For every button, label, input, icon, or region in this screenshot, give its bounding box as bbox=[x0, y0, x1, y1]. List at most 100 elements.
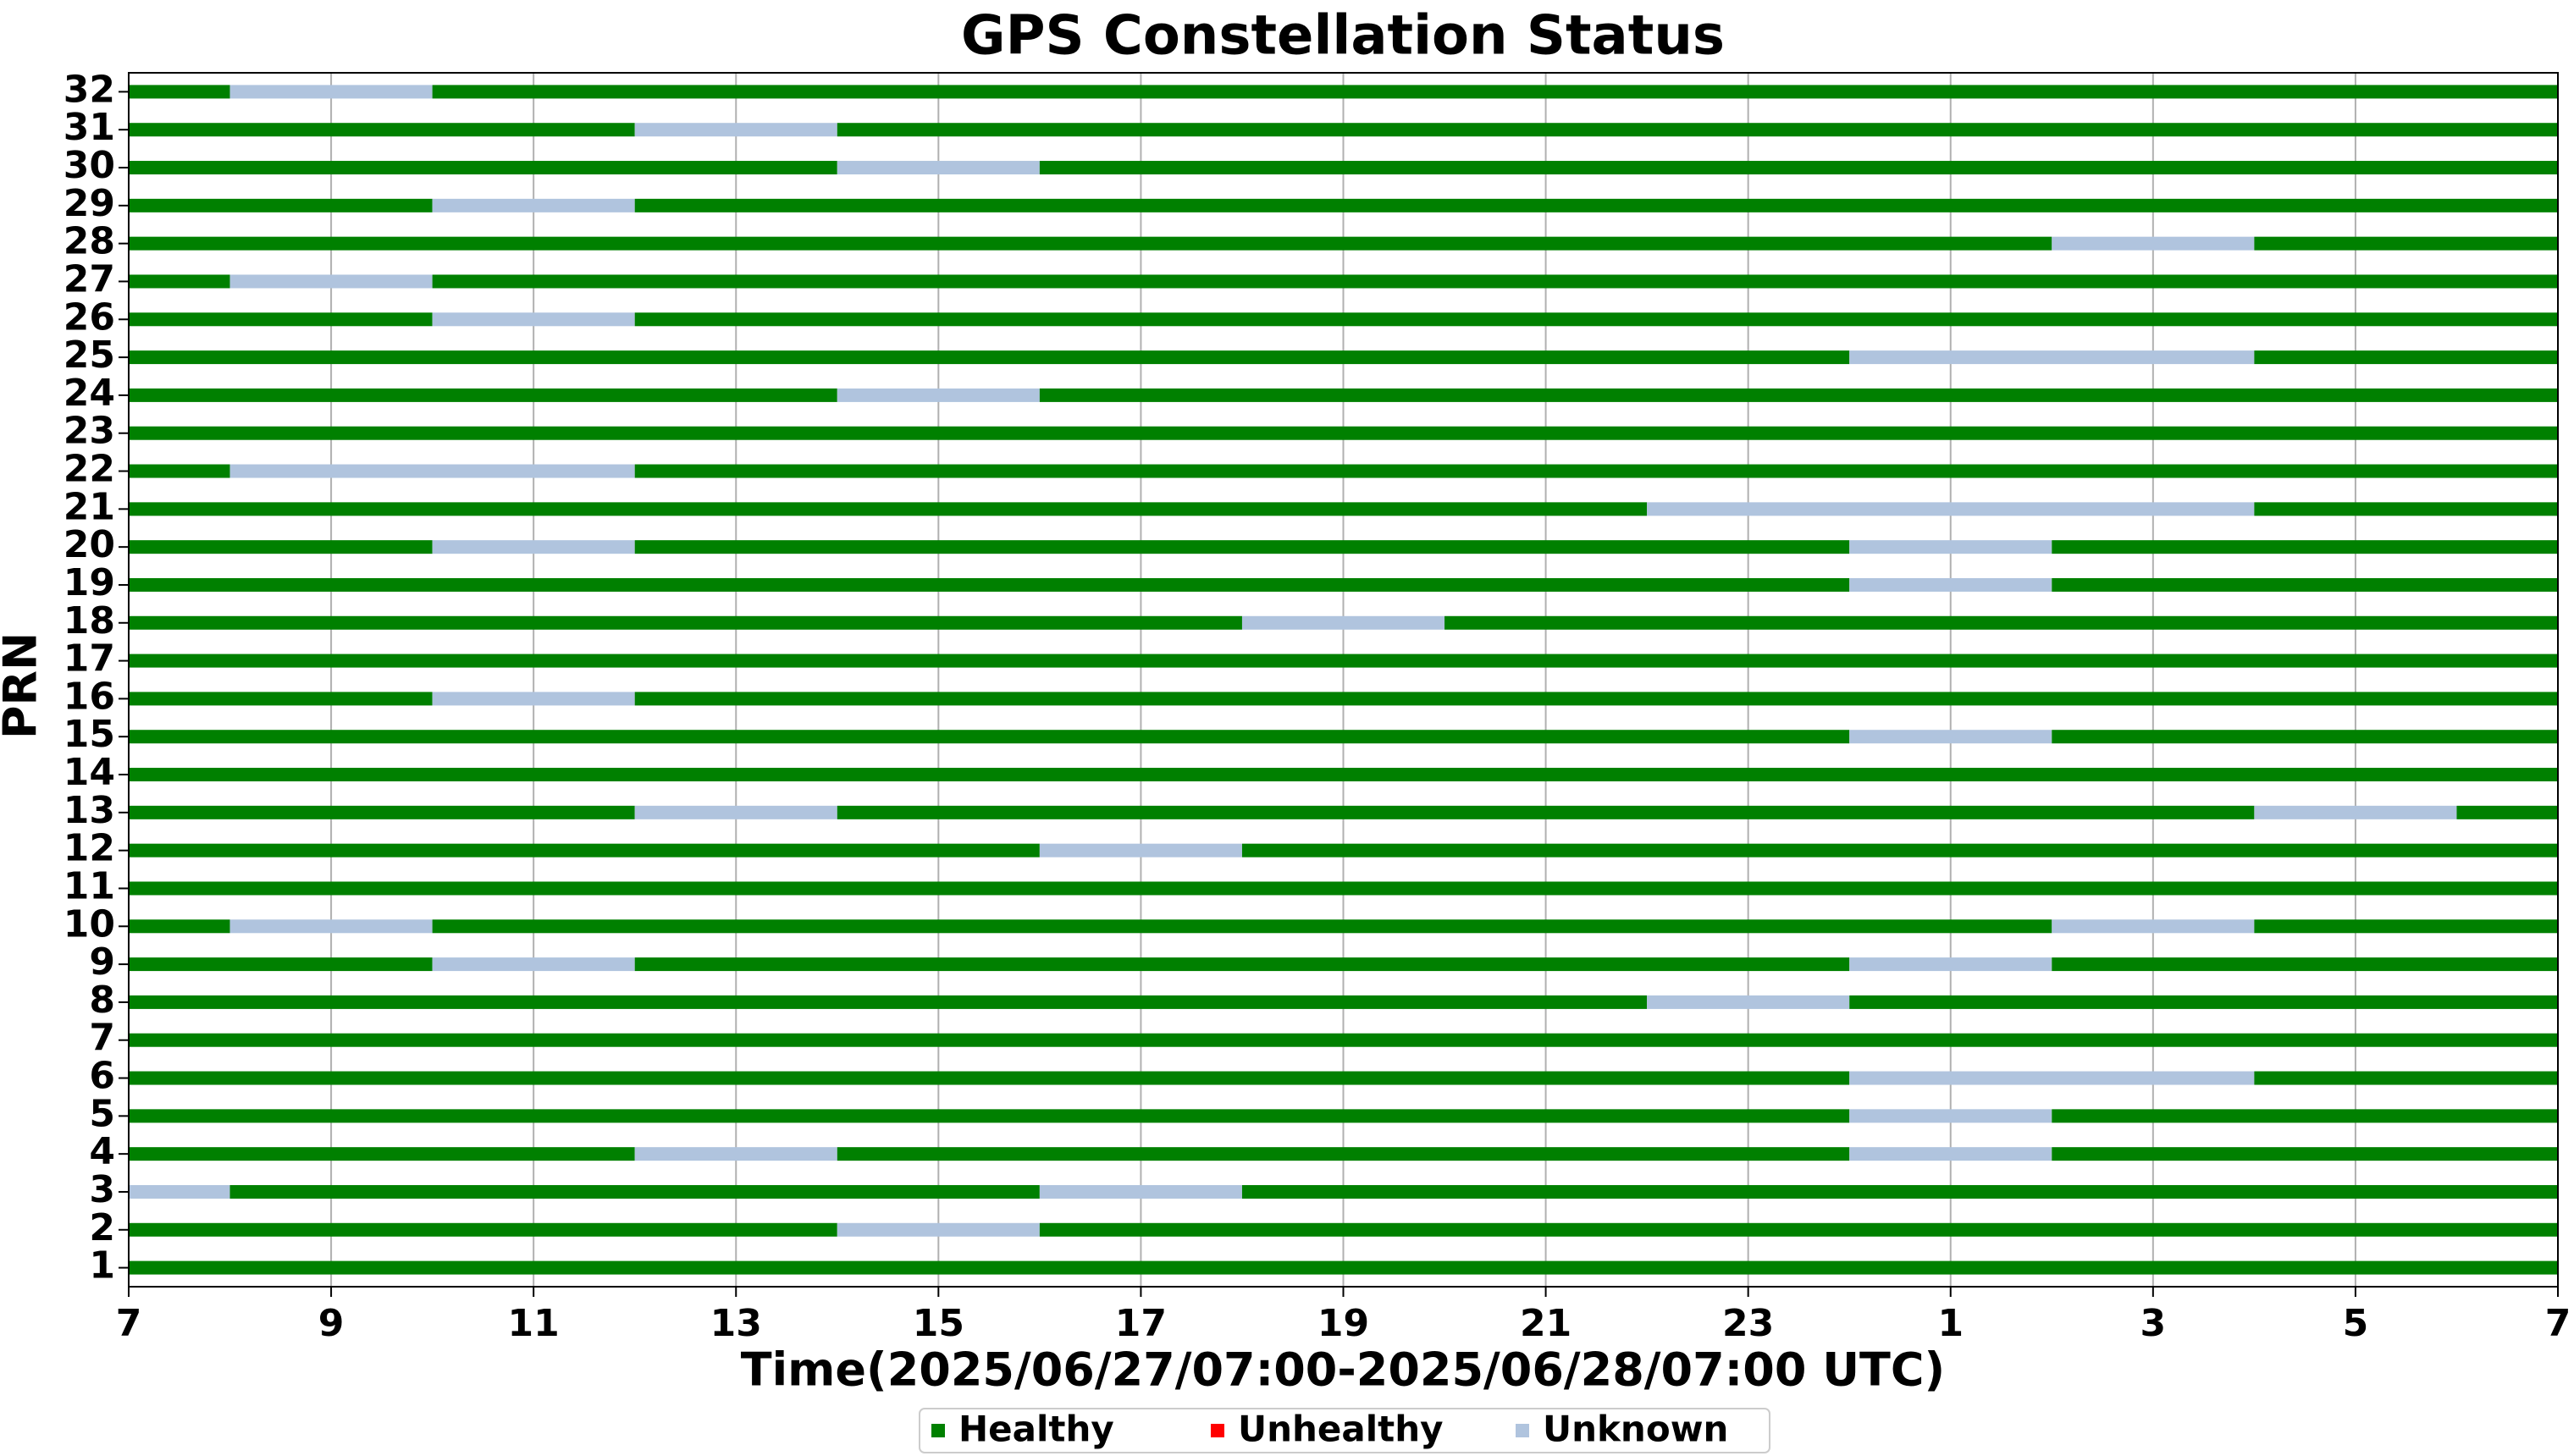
status-segment bbox=[129, 161, 837, 175]
status-segment bbox=[129, 843, 1040, 858]
plot-frame bbox=[128, 72, 2559, 1288]
status-segment bbox=[1849, 995, 2558, 1009]
y-tick-label: 4 bbox=[89, 1130, 115, 1173]
status-segment bbox=[1849, 540, 2052, 554]
x-tick-label: 11 bbox=[508, 1302, 560, 1345]
status-segment bbox=[129, 274, 230, 289]
status-segment bbox=[129, 577, 1850, 592]
status-segment bbox=[2456, 805, 2558, 819]
status-segment bbox=[2052, 540, 2558, 554]
y-tick-label: 23 bbox=[64, 410, 115, 453]
y-tick-label: 29 bbox=[64, 182, 115, 225]
y-tick-label: 1 bbox=[89, 1244, 115, 1288]
y-tick-label: 8 bbox=[89, 979, 115, 1022]
legend-label: Unhealthy bbox=[1238, 1409, 1443, 1450]
x-tick-label: 9 bbox=[318, 1302, 345, 1345]
status-segment bbox=[1849, 577, 2052, 592]
status-segment bbox=[129, 85, 230, 99]
status-segment bbox=[2254, 350, 2558, 365]
status-segment bbox=[1647, 995, 1850, 1009]
status-segment bbox=[129, 502, 1648, 516]
status-segment bbox=[1241, 615, 1445, 630]
y-tick-label: 28 bbox=[64, 220, 115, 263]
status-segment bbox=[129, 1109, 1850, 1123]
status-segment bbox=[229, 85, 433, 99]
status-segment bbox=[129, 995, 1648, 1009]
status-segment bbox=[837, 1147, 1850, 1161]
status-segment bbox=[129, 1222, 837, 1237]
status-segment bbox=[2052, 1147, 2558, 1161]
status-segment bbox=[1241, 843, 2558, 858]
chart-title: GPS Constellation Status bbox=[961, 5, 1725, 68]
y-tick-label: 3 bbox=[89, 1168, 115, 1211]
status-segment bbox=[129, 654, 2558, 668]
status-segment bbox=[129, 236, 2052, 251]
x-tick-label: 5 bbox=[2343, 1302, 2369, 1345]
y-tick-label: 22 bbox=[64, 448, 115, 491]
status-segment bbox=[634, 540, 1850, 554]
x-tick-label: 19 bbox=[1317, 1302, 1369, 1345]
legend-frame bbox=[919, 1408, 1770, 1453]
legend: Healthy Unhealthy Unknown bbox=[919, 1408, 1770, 1453]
status-segment bbox=[432, 540, 635, 554]
status-segment bbox=[1039, 1222, 2558, 1237]
y-tick-label: 18 bbox=[64, 599, 115, 643]
status-segment bbox=[1849, 1109, 2052, 1123]
status-segment bbox=[634, 312, 2559, 327]
status-segment bbox=[2254, 502, 2558, 516]
status-segment bbox=[1849, 350, 2255, 365]
y-tick-label: 7 bbox=[89, 1017, 115, 1060]
status-segment bbox=[129, 730, 1850, 744]
status-segment bbox=[1849, 730, 2052, 744]
y-tick-label: 5 bbox=[89, 1092, 115, 1135]
y-tick-label: 15 bbox=[64, 713, 115, 756]
status-segment bbox=[1039, 388, 2558, 402]
x-tick-label: 13 bbox=[710, 1302, 762, 1345]
status-segment bbox=[129, 464, 230, 478]
status-segment bbox=[1444, 615, 2558, 630]
y-axis-label: PRN bbox=[0, 632, 47, 739]
status-segment bbox=[2254, 236, 2558, 251]
status-segment bbox=[129, 350, 1850, 365]
x-axis-label: Time(2025/06/27/07:00-2025/06/28/07:00 U… bbox=[741, 1343, 1945, 1397]
status-segment bbox=[229, 1184, 1040, 1199]
status-segment bbox=[1849, 1071, 2255, 1085]
status-segment bbox=[129, 388, 837, 402]
status-segment bbox=[1241, 1184, 2558, 1199]
y-tick-label: 30 bbox=[64, 144, 115, 187]
y-tick-label: 14 bbox=[64, 751, 115, 794]
status-segment bbox=[129, 615, 1242, 630]
status-segment bbox=[432, 198, 635, 212]
y-tick-label: 16 bbox=[64, 675, 115, 718]
status-segment bbox=[129, 1184, 230, 1199]
status-segment bbox=[129, 919, 230, 934]
status-segment bbox=[129, 805, 635, 819]
status-segment bbox=[837, 1222, 1040, 1237]
y-tick-label: 21 bbox=[64, 485, 115, 528]
x-tick-label: 7 bbox=[2545, 1302, 2571, 1345]
status-segment bbox=[229, 919, 433, 934]
y-tick-label: 13 bbox=[64, 789, 115, 832]
status-segment bbox=[2254, 805, 2457, 819]
status-segment bbox=[2254, 919, 2558, 934]
status-segment bbox=[229, 274, 433, 289]
status-segment bbox=[129, 1260, 2558, 1275]
x-tick-label: 23 bbox=[1722, 1302, 1774, 1345]
y-tick-label: 10 bbox=[64, 902, 115, 946]
status-segment bbox=[129, 123, 635, 137]
status-segment bbox=[432, 312, 635, 327]
status-segment bbox=[634, 805, 837, 819]
status-segment bbox=[129, 540, 433, 554]
status-segment bbox=[2052, 236, 2255, 251]
status-segment bbox=[432, 85, 2558, 99]
y-tick-label: 6 bbox=[89, 1055, 115, 1098]
status-segment bbox=[129, 198, 433, 212]
legend-label: Healthy bbox=[958, 1409, 1114, 1450]
status-segment bbox=[129, 1147, 635, 1161]
status-segment bbox=[129, 1033, 2558, 1047]
status-segment bbox=[837, 805, 2255, 819]
status-segment bbox=[129, 426, 2558, 440]
status-segment bbox=[2052, 919, 2255, 934]
x-tick-label: 15 bbox=[913, 1302, 964, 1345]
